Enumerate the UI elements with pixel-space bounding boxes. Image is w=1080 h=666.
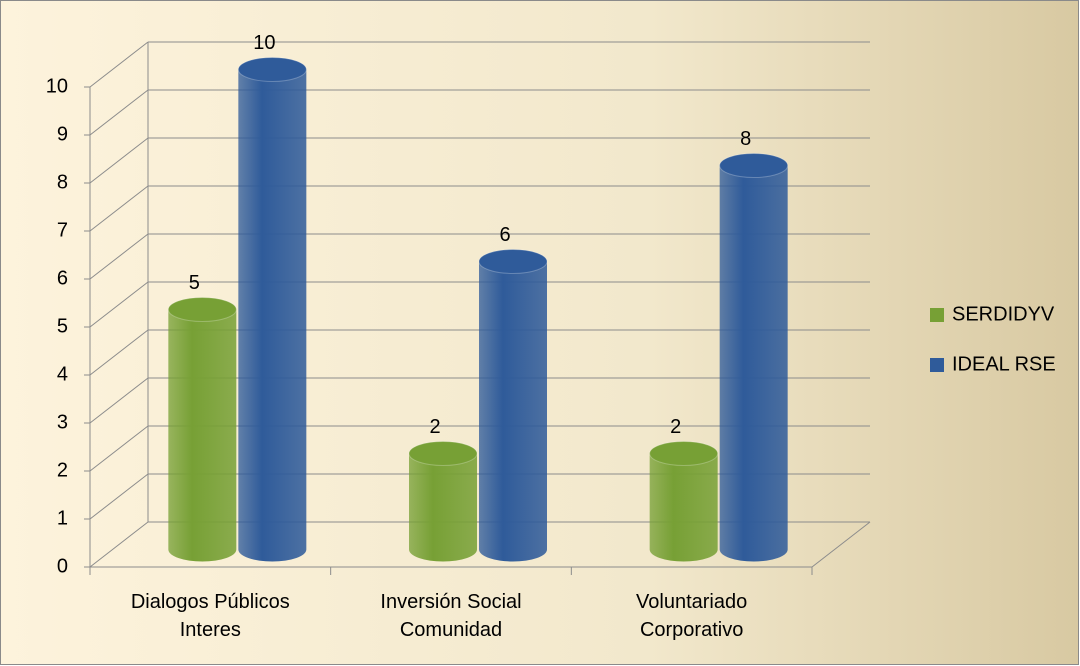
cylinder — [238, 69, 307, 562]
legend-label: IDEAL RSE — [952, 353, 1056, 375]
cylinder — [479, 261, 547, 562]
grid-line-side — [89, 521, 149, 568]
legend-swatch — [930, 308, 944, 322]
x-tick-label: Dialogos Públicos Interes — [130, 591, 290, 641]
y-tick-label: 6 — [57, 267, 68, 289]
grid-line-side — [89, 281, 149, 328]
cylinder-top — [719, 153, 789, 178]
y-tick-label: 7 — [57, 219, 68, 241]
cylinder-top — [478, 249, 548, 274]
grid-line-side — [89, 329, 149, 376]
data-label: 8 — [740, 128, 751, 150]
grid-line-side — [89, 377, 149, 424]
cylinder-top — [649, 441, 719, 466]
grid-line-side — [89, 137, 149, 184]
grid-line-side — [89, 233, 149, 280]
y-tick-label: 5 — [57, 315, 68, 337]
data-label: 2 — [670, 416, 681, 438]
data-label: 5 — [189, 272, 200, 294]
grid-line-side — [89, 185, 149, 232]
legend-label: SERDIDYV — [952, 303, 1055, 325]
cylinder-top — [167, 297, 237, 322]
data-label: 2 — [429, 416, 440, 438]
cylinder — [719, 165, 788, 562]
cylinder — [409, 453, 477, 562]
y-tick-label: 8 — [57, 171, 68, 193]
floor-side — [811, 521, 871, 568]
x-tick-label: Inversión Social Comunidad — [380, 591, 522, 641]
grid-line-side — [89, 425, 149, 472]
legend-swatch — [930, 358, 944, 372]
grid-line-side — [89, 41, 149, 88]
y-tick-label: 9 — [57, 123, 68, 145]
y-tick-label: 1 — [57, 507, 68, 529]
grid-line-side — [89, 473, 149, 520]
y-tick-label: 10 — [46, 75, 68, 97]
y-tick-label: 0 — [57, 555, 68, 577]
x-tick-label: Voluntariado Corporativo — [636, 591, 748, 641]
y-tick-label: 4 — [57, 363, 68, 385]
cylinder-top — [408, 441, 478, 466]
data-label: 10 — [253, 32, 275, 54]
cylinder — [168, 309, 237, 562]
y-tick-label: 2 — [57, 459, 68, 481]
cylinder — [649, 453, 718, 562]
cylinder-top — [237, 57, 307, 82]
grid-line-side — [89, 89, 149, 136]
y-tick-label: 3 — [57, 411, 68, 433]
data-label: 6 — [499, 224, 510, 246]
